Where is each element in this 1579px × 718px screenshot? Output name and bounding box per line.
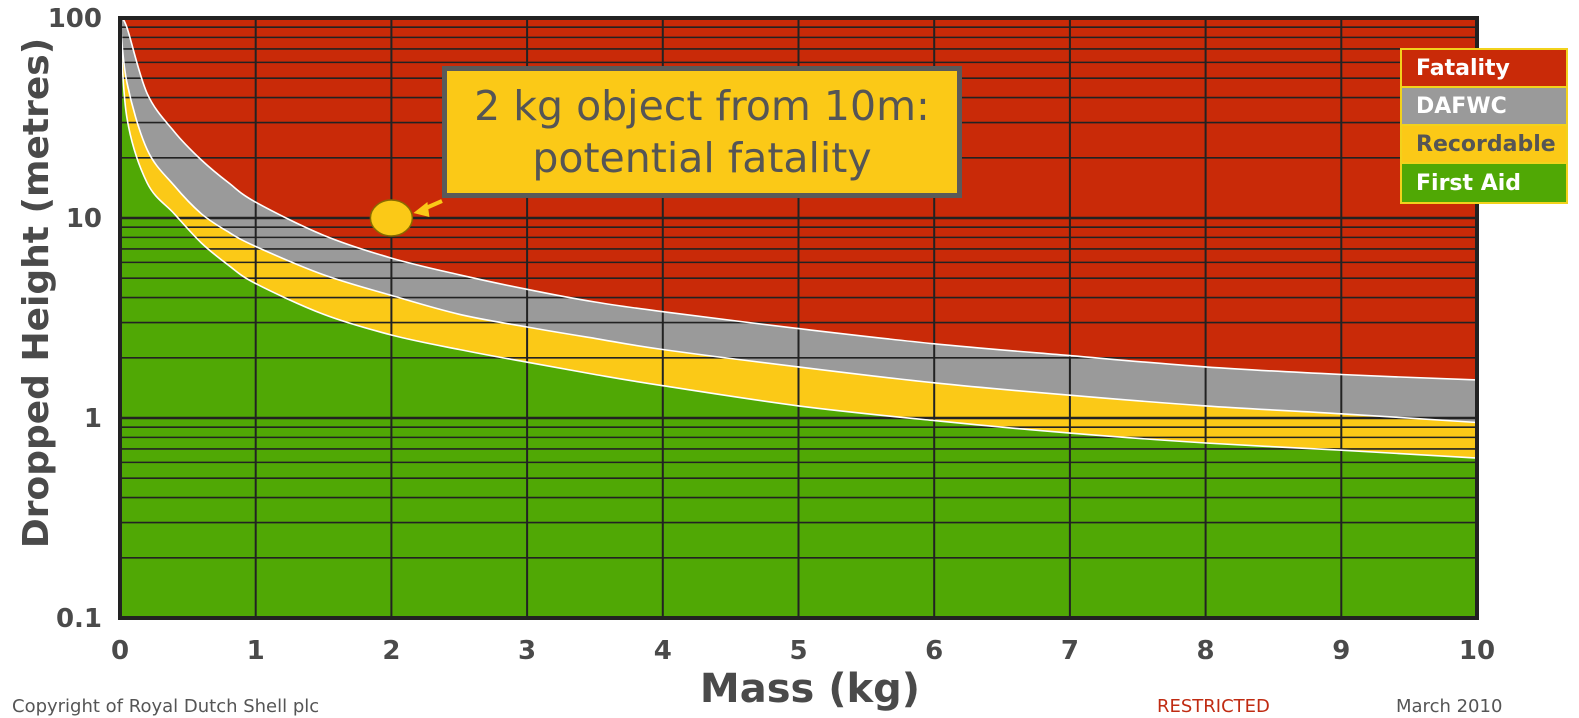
annotation-line-2: potential fatality xyxy=(532,134,872,182)
x-axis-title: Mass (kg) xyxy=(700,666,920,712)
annotation-layer xyxy=(369,199,443,237)
legend-item-dafwc: DAFWC xyxy=(1402,88,1566,126)
y-tick-label: 0.1 xyxy=(56,604,102,634)
x-tick-label: 8 xyxy=(1197,636,1215,666)
x-tick-label: 9 xyxy=(1332,636,1350,666)
x-tick-label: 3 xyxy=(518,636,536,666)
x-tick-label: 10 xyxy=(1459,636,1495,666)
y-tick-label: 100 xyxy=(48,4,102,34)
boundary-recordable xyxy=(119,17,1478,424)
legend-label: Fatality xyxy=(1416,55,1510,81)
x-tick-label: 1 xyxy=(247,636,265,666)
y-tick-label: 10 xyxy=(66,204,102,234)
footer-copyright: Copyright of Royal Dutch Shell plc xyxy=(12,696,320,717)
legend-item-first-aid: First Aid xyxy=(1402,164,1566,202)
x-tick-label: 7 xyxy=(1061,636,1079,666)
x-tick-label: 5 xyxy=(789,636,807,666)
footer-date: March 2010 xyxy=(1396,696,1503,717)
boundary-lines xyxy=(119,17,1478,459)
boundary-dafwc xyxy=(119,17,1478,381)
legend-item-recordable: Recordable xyxy=(1402,126,1566,164)
legend-label: Recordable xyxy=(1416,131,1556,157)
x-tick-label: 0 xyxy=(111,636,129,666)
legend-label: DAFWC xyxy=(1416,93,1507,119)
legend-item-fatality: Fatality xyxy=(1402,50,1566,88)
annotation-line-1: 2 kg object from 10m: xyxy=(474,82,930,130)
plot-frame xyxy=(118,16,1479,620)
x-tick-labels: 0 1 2 3 4 5 6 7 8 9 10 xyxy=(111,636,1495,666)
annotation-callout: 2 kg object from 10m: potential fatality xyxy=(442,66,962,198)
y-axis-title: Dropped Height (metres) xyxy=(16,38,57,548)
region-first-aid xyxy=(120,18,1477,618)
y-tick-label: 1 xyxy=(84,404,102,434)
x-tick-label: 4 xyxy=(654,636,672,666)
footer-classification: RESTRICTED xyxy=(1157,696,1270,717)
legend: Fatality DAFWC Recordable First Aid xyxy=(1400,48,1568,204)
annotation-point xyxy=(369,199,414,237)
boundary-first-aid xyxy=(119,17,1478,459)
y-tick-labels: 0.1 1 10 100 xyxy=(48,4,102,634)
x-tick-label: 6 xyxy=(925,636,943,666)
x-tick-label: 2 xyxy=(382,636,400,666)
legend-label: First Aid xyxy=(1416,170,1522,196)
annotation-arrow-head xyxy=(413,202,430,217)
